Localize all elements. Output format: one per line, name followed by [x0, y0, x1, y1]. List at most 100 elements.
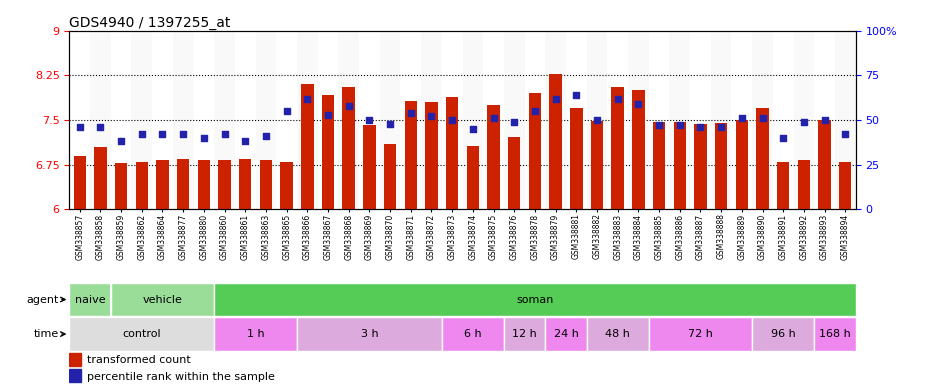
- Point: [383, 121, 398, 127]
- Bar: [673, 122, 686, 209]
- Point: [817, 117, 832, 123]
- Text: 72 h: 72 h: [688, 329, 713, 339]
- Point: [796, 119, 811, 125]
- Bar: [586, 31, 608, 209]
- Bar: [446, 98, 459, 209]
- Bar: [255, 31, 277, 209]
- Point: [610, 96, 625, 102]
- Bar: [215, 283, 856, 316]
- Bar: [819, 120, 831, 209]
- Text: 12 h: 12 h: [512, 329, 536, 339]
- Point: [589, 117, 604, 123]
- Text: GDS4940 / 1397255_at: GDS4940 / 1397255_at: [69, 16, 230, 30]
- Bar: [426, 102, 438, 209]
- Bar: [653, 122, 665, 209]
- Point: [507, 119, 522, 125]
- Point: [300, 96, 314, 102]
- Bar: [198, 161, 210, 209]
- Text: 24 h: 24 h: [553, 329, 578, 339]
- Bar: [297, 31, 317, 209]
- Text: 6 h: 6 h: [464, 329, 482, 339]
- Point: [487, 115, 501, 121]
- Bar: [757, 108, 769, 209]
- Bar: [380, 31, 401, 209]
- Bar: [529, 93, 541, 209]
- Bar: [632, 90, 645, 209]
- Point: [549, 96, 563, 102]
- Point: [403, 110, 418, 116]
- Text: transformed count: transformed count: [87, 356, 191, 366]
- Bar: [545, 31, 566, 209]
- Bar: [384, 144, 396, 209]
- Bar: [421, 31, 442, 209]
- Point: [465, 126, 480, 132]
- Bar: [735, 120, 748, 209]
- Bar: [442, 318, 504, 351]
- Point: [341, 103, 356, 109]
- Point: [72, 124, 87, 130]
- Bar: [215, 31, 235, 209]
- Bar: [752, 318, 814, 351]
- Text: 96 h: 96 h: [771, 329, 796, 339]
- Text: vehicle: vehicle: [142, 295, 182, 305]
- Bar: [111, 283, 215, 316]
- Point: [424, 113, 438, 119]
- Point: [321, 112, 336, 118]
- Text: agent: agent: [27, 295, 59, 305]
- Point: [258, 133, 274, 139]
- Point: [755, 115, 770, 121]
- Bar: [487, 104, 500, 209]
- Bar: [69, 318, 215, 351]
- Bar: [156, 160, 168, 209]
- Point: [445, 117, 460, 123]
- Bar: [715, 123, 727, 209]
- Point: [93, 124, 108, 130]
- Text: 3 h: 3 h: [361, 329, 378, 339]
- Point: [527, 108, 542, 114]
- Point: [362, 117, 376, 123]
- Bar: [710, 31, 732, 209]
- Text: 48 h: 48 h: [605, 329, 630, 339]
- Text: time: time: [34, 329, 59, 339]
- Point: [176, 131, 191, 137]
- Bar: [280, 162, 293, 209]
- Point: [651, 122, 666, 128]
- Point: [569, 92, 584, 98]
- Bar: [549, 74, 561, 209]
- Bar: [297, 318, 442, 351]
- Text: percentile rank within the sample: percentile rank within the sample: [87, 372, 275, 382]
- Point: [714, 124, 729, 130]
- Bar: [504, 31, 524, 209]
- Bar: [591, 121, 603, 209]
- Bar: [90, 31, 111, 209]
- Bar: [628, 31, 648, 209]
- Bar: [670, 31, 690, 209]
- Point: [155, 131, 170, 137]
- Bar: [695, 124, 707, 209]
- Point: [134, 131, 149, 137]
- Bar: [752, 31, 773, 209]
- Bar: [94, 147, 106, 209]
- Bar: [508, 137, 521, 209]
- Point: [838, 131, 853, 137]
- Point: [217, 131, 232, 137]
- Bar: [322, 95, 334, 209]
- Bar: [260, 161, 272, 209]
- Bar: [73, 156, 86, 209]
- Bar: [586, 318, 648, 351]
- Bar: [794, 31, 814, 209]
- Bar: [302, 84, 314, 209]
- Bar: [173, 31, 193, 209]
- Bar: [404, 101, 417, 209]
- Text: 1 h: 1 h: [247, 329, 265, 339]
- Point: [238, 138, 253, 144]
- Point: [672, 122, 687, 128]
- Bar: [69, 283, 111, 316]
- Bar: [466, 146, 479, 209]
- Text: 168 h: 168 h: [819, 329, 851, 339]
- Point: [114, 138, 129, 144]
- Bar: [115, 163, 128, 209]
- Point: [693, 124, 708, 130]
- Point: [631, 101, 646, 107]
- Bar: [69, 369, 81, 382]
